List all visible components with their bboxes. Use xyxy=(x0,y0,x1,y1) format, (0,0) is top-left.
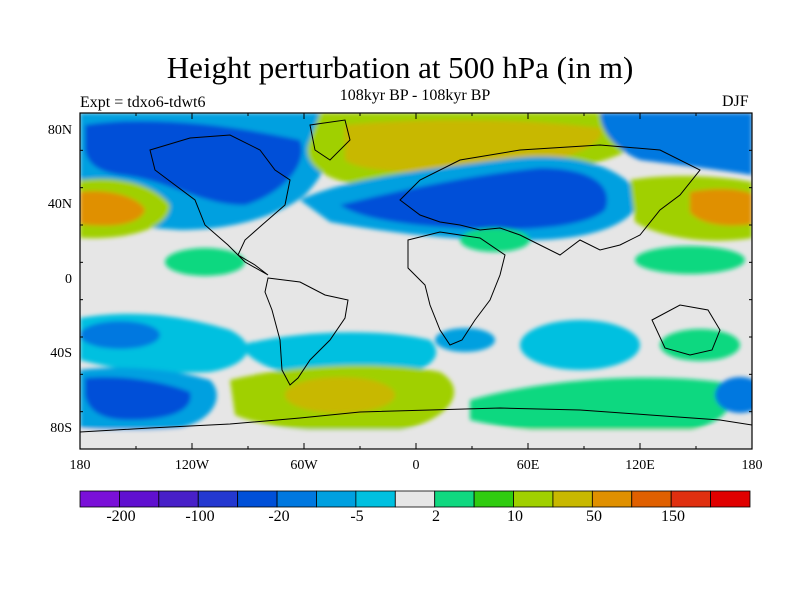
negative-region-south-pacific-core xyxy=(80,321,160,349)
subtitle: 108kyr BP - 108kyr BP xyxy=(339,87,491,104)
negative-region-arctic-east xyxy=(600,113,752,175)
lon-tick-label: 0 xyxy=(412,458,420,473)
colorbar-tick-label: -200 xyxy=(106,508,136,525)
lon-tick-label: 180 xyxy=(741,458,763,473)
colorbar-tick-label: 2 xyxy=(432,508,440,525)
lon-tick-label: 120W xyxy=(174,458,210,473)
lon-tick-label: 60W xyxy=(290,458,318,473)
colorbar-swatch xyxy=(591,490,633,508)
lat-tick-label: 80N xyxy=(47,123,72,138)
negative-region-eurasia-core xyxy=(340,168,608,230)
colorbar-tick-label: 50 xyxy=(586,508,602,525)
colorbar-swatch xyxy=(394,490,436,508)
positive-region-west-pacific-right-core xyxy=(690,188,752,226)
positive-region-north-africa xyxy=(460,228,530,252)
colorbar-swatch xyxy=(316,490,357,508)
colorbar-swatch xyxy=(197,490,239,508)
negative-region-southeast-pacific xyxy=(715,377,752,413)
colorbar-swatch xyxy=(276,490,317,508)
coastline-eurasia xyxy=(399,144,701,256)
negative-region-north-america-core xyxy=(85,120,302,205)
lon-tick-label: 180 xyxy=(69,458,91,473)
colorbar-tick-label: -20 xyxy=(268,508,290,525)
colorbar-swatch xyxy=(552,490,593,508)
coastline-australia xyxy=(651,304,721,356)
page-title: Height perturbation at 500 hPa (in m) xyxy=(166,50,634,85)
lat-tick-label: 0 xyxy=(65,272,72,287)
lon-tick-label: 60E xyxy=(516,458,540,473)
positive-region-central-pacific xyxy=(165,248,245,276)
colorbar-swatch xyxy=(79,490,120,508)
negative-region-south-atlantic-core xyxy=(435,328,495,352)
lat-tick-label: 80S xyxy=(50,421,72,436)
colorbar-swatch xyxy=(237,490,278,508)
experiment-label: Expt = tdxo6-tdwt6 xyxy=(80,94,206,111)
colorbar-swatch xyxy=(513,490,554,508)
negative-region-south-indian xyxy=(520,320,640,370)
coastline-africa xyxy=(407,231,506,346)
colorbar-swatch xyxy=(158,490,199,508)
negative-region-southern-ocean-west-core xyxy=(85,377,191,420)
colorbar-swatch xyxy=(355,490,396,508)
colorbar-swatch xyxy=(119,490,160,508)
colorbar-tick-label: -5 xyxy=(350,508,364,525)
neutral-antarctic-band xyxy=(80,430,752,449)
colorbar-swatch xyxy=(710,490,751,508)
positive-region-east-pacific xyxy=(635,246,745,274)
positive-region-australia xyxy=(660,329,740,361)
coastline-north-america xyxy=(149,134,291,276)
lat-tick-label: 40N xyxy=(47,197,72,212)
colorbar-tick-label: -100 xyxy=(185,508,215,525)
season-label: DJF xyxy=(722,93,749,110)
lon-tick-label: 120E xyxy=(625,458,655,473)
contour-field xyxy=(80,113,752,449)
coastline-antarctica xyxy=(80,407,752,433)
colorbar-swatch xyxy=(434,490,475,508)
colorbar-swatch xyxy=(473,490,514,508)
axis-ticks xyxy=(79,112,753,450)
coastline-greenland xyxy=(309,119,351,161)
colorbar-tick-label: 150 xyxy=(661,508,685,525)
coastline-south-america xyxy=(264,277,349,386)
colorbar-swatch xyxy=(631,490,672,508)
positive-region-west-pacific-left-core xyxy=(80,191,145,226)
lat-tick-label: 40S xyxy=(50,346,72,361)
colorbar-tick-label: 10 xyxy=(507,508,523,525)
positive-region-southern-indian xyxy=(470,377,732,435)
coastlines xyxy=(80,119,752,433)
colorbar xyxy=(79,490,751,508)
colorbar-swatch xyxy=(670,490,711,508)
positive-region-southern-atlantic-core xyxy=(285,377,395,413)
